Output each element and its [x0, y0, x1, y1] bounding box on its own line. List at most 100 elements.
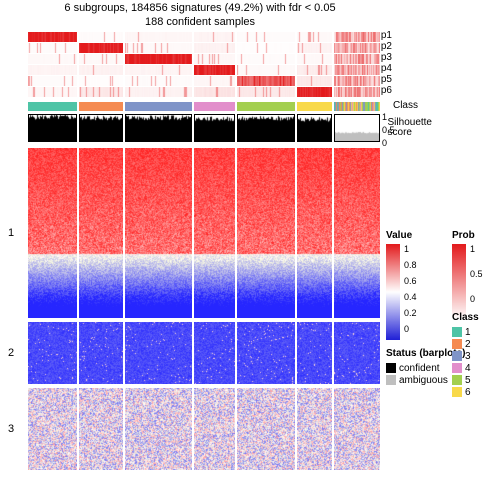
heatmap-cell — [125, 322, 192, 384]
heatmap-cell — [28, 322, 77, 384]
heatmap-body — [28, 148, 380, 474]
class-segment — [334, 102, 380, 111]
heatmap-cell — [125, 388, 192, 470]
prob-segment — [334, 65, 380, 75]
heatmap-region-2 — [28, 322, 380, 384]
class-segment — [194, 102, 236, 111]
prob-segment — [334, 87, 380, 97]
heatmap-cell — [237, 322, 295, 384]
legend-class-item: 4 — [452, 362, 479, 374]
heatmap-cell — [194, 322, 236, 384]
prob-segment — [237, 76, 295, 86]
prob-segment — [79, 54, 123, 64]
prob-segment — [297, 54, 332, 64]
prob-segment — [334, 32, 380, 42]
legend-value-gradient — [386, 244, 400, 340]
heatmap-region-1 — [28, 148, 380, 318]
prob-segment — [194, 43, 236, 53]
prob-segment — [237, 54, 295, 64]
figure-root: 6 subgroups, 184856 signatures (49.2%) w… — [0, 0, 504, 504]
legend-tick: 0.6 — [404, 276, 417, 292]
heatmap-cell — [79, 148, 123, 318]
silhouette-segment — [125, 114, 192, 142]
prob-segment — [79, 65, 123, 75]
heatmap-cell — [237, 148, 295, 318]
prob-segment — [194, 54, 236, 64]
prob-row-p6 — [28, 87, 380, 97]
heatmap-cell — [79, 388, 123, 470]
legend-tick: 1 — [404, 244, 417, 260]
figure-title: 6 subgroups, 184856 signatures (49.2%) w… — [50, 2, 350, 14]
prob-segment — [28, 54, 77, 64]
prob-segment — [79, 76, 123, 86]
prob-row-label: p3 — [381, 52, 392, 63]
prob-row-label: p2 — [381, 41, 392, 52]
prob-segment — [297, 32, 332, 42]
class-segment — [28, 102, 77, 111]
legend-tick: 0.5 — [470, 269, 483, 294]
prob-row-p1 — [28, 32, 380, 42]
legend-class-item: 5 — [452, 374, 479, 386]
prob-row-label: p6 — [381, 85, 392, 96]
prob-segment — [297, 43, 332, 53]
prob-segment — [297, 87, 332, 97]
prob-row-label: p5 — [381, 74, 392, 85]
legend-value-title: Value — [386, 230, 417, 241]
prob-segment — [194, 76, 236, 86]
prob-segment — [28, 65, 77, 75]
silhouette-segment — [297, 114, 332, 142]
legend-tick: 0.2 — [404, 308, 417, 324]
legend-tick: 0.8 — [404, 260, 417, 276]
class-segment — [79, 102, 123, 111]
class-segment — [125, 102, 192, 111]
heatmap-cell — [28, 388, 77, 470]
prob-row-p2 — [28, 43, 380, 53]
prob-segment — [125, 32, 192, 42]
heatmap-region-label: 2 — [8, 347, 14, 359]
prob-segment — [334, 43, 380, 53]
heatmap-cell — [237, 388, 295, 470]
heatmap-region-3 — [28, 388, 380, 470]
heatmap-cell — [28, 148, 77, 318]
heatmap-cell — [125, 148, 192, 318]
class-segment — [297, 102, 332, 111]
silhouette-segment — [28, 114, 77, 142]
legend-class-item: 6 — [452, 386, 479, 398]
heatmap-cell — [297, 148, 332, 318]
probability-tracks — [28, 32, 380, 98]
prob-segment — [79, 32, 123, 42]
prob-segment — [125, 76, 192, 86]
heatmap-cell — [334, 388, 380, 470]
prob-segment — [194, 87, 236, 97]
silhouette-segment — [237, 114, 295, 142]
heatmap-region-label: 3 — [8, 423, 14, 435]
prob-segment — [237, 43, 295, 53]
legend-class-item: 1 — [452, 326, 479, 338]
prob-segment — [28, 32, 77, 42]
prob-segment — [125, 87, 192, 97]
prob-segment — [297, 65, 332, 75]
prob-segment — [334, 76, 380, 86]
legend-tick: 0.4 — [404, 292, 417, 308]
heatmap-cell — [79, 322, 123, 384]
heatmap-cell — [334, 148, 380, 318]
prob-segment — [79, 43, 123, 53]
prob-segment — [237, 65, 295, 75]
prob-segment — [28, 87, 77, 97]
prob-segment — [125, 54, 192, 64]
prob-segment — [79, 87, 123, 97]
legend-prob: Prob10.50 — [452, 230, 483, 319]
prob-segment — [297, 76, 332, 86]
prob-row-label: p4 — [381, 63, 392, 74]
legend-class: Class123456 — [452, 312, 479, 398]
prob-segment — [28, 43, 77, 53]
legend-prob-gradient — [452, 244, 466, 319]
silhouette-row — [28, 114, 380, 142]
prob-segment — [194, 32, 236, 42]
silhouette-tick: 0 — [382, 138, 387, 148]
prob-segment — [334, 54, 380, 64]
legend-class-item: 2 — [452, 338, 479, 350]
heatmap-cell — [297, 388, 332, 470]
heatmap-cell — [194, 388, 236, 470]
prob-segment — [28, 76, 77, 86]
